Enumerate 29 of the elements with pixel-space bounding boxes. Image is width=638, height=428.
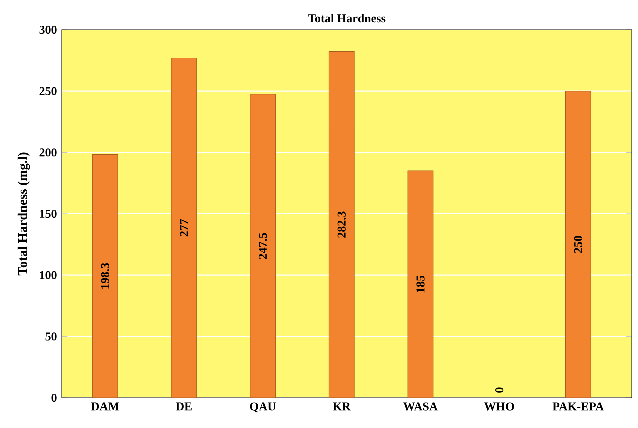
y-tick-label: 150 [40,210,57,218]
x-tick-label: PAK-EPA [552,402,604,411]
y-tick-label: 200 [40,148,57,157]
x-tick-label: WHO [484,402,514,411]
y-tick-label: 100 [40,271,57,280]
data-label: 277 [180,219,188,237]
x-tick-label: DE [176,402,192,411]
bar [92,154,118,398]
bar [250,94,276,398]
data-label: 247.5 [258,233,268,260]
data-label: 0 [496,388,504,393]
y-tick-label: 250 [40,87,57,96]
data-label: 282.3 [338,212,346,238]
y-axis-title: Total Hardness (mg.l) [18,152,30,276]
y-tick-label: 300 [40,26,57,34]
chart-title: Total Hardness [308,14,386,23]
data-label: 185 [416,276,425,293]
bar [565,91,592,398]
y-tick-label: 0 [52,394,57,402]
x-tick-label: WASA [404,402,438,411]
data-label: 198.3 [101,263,110,289]
data-label: 250 [574,236,582,254]
x-tick-label: DAM [91,402,120,411]
bar [171,58,198,398]
bar [328,51,355,398]
x-tick-label: KR [333,402,352,411]
x-tick-label: QAU [250,402,276,413]
y-tick-label: 50 [46,332,57,341]
bar [408,170,434,398]
